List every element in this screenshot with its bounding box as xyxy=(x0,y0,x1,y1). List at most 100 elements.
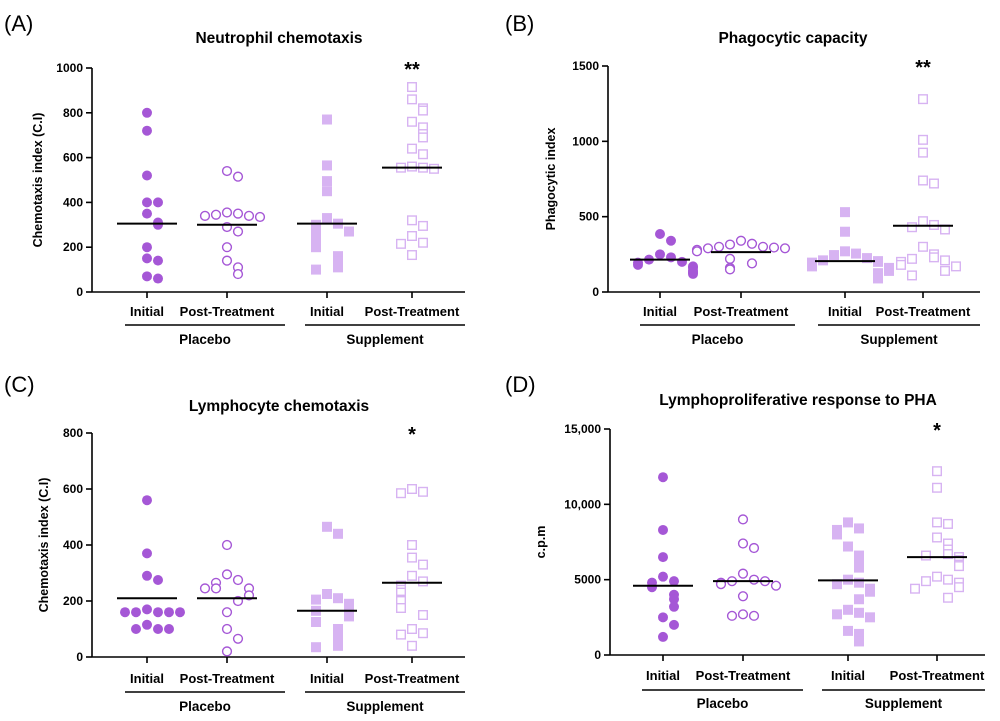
data-point xyxy=(333,640,343,651)
data-point xyxy=(748,542,760,554)
data-point xyxy=(407,540,418,551)
data-point xyxy=(702,243,714,254)
data-point xyxy=(726,610,738,621)
data-point xyxy=(954,561,965,572)
data-point xyxy=(164,624,174,634)
chart-panel-a: (A) Neutrophil chemotaxis Chemotaxis index… xyxy=(4,11,465,347)
panel-label: (A) xyxy=(4,11,33,36)
significance-marker: ** xyxy=(404,59,420,81)
data-point xyxy=(418,105,429,116)
data-point xyxy=(724,253,736,264)
data-point xyxy=(243,210,255,221)
data-point xyxy=(221,207,233,218)
data-point xyxy=(396,629,407,640)
data-point xyxy=(669,594,679,605)
x-category-label: Initial xyxy=(646,668,680,683)
y-tick-label: 0 xyxy=(76,650,83,664)
chart-panel-d: (D) Lymphoproliferative response to PHA c.… xyxy=(505,372,985,711)
data-point xyxy=(418,628,429,639)
x-category-label: Post-Treatment xyxy=(694,304,789,319)
data-point xyxy=(418,237,429,248)
data-point xyxy=(221,255,233,266)
data-point xyxy=(918,94,929,105)
data-point xyxy=(418,576,429,587)
data-point xyxy=(724,264,736,275)
x-category-label: Initial xyxy=(310,671,344,686)
data-point xyxy=(735,235,747,246)
data-point xyxy=(669,576,679,587)
data-point xyxy=(669,601,679,612)
data-point xyxy=(142,619,152,630)
data-point xyxy=(932,517,943,528)
data-point xyxy=(669,619,679,630)
y-tick-label: 0 xyxy=(592,285,599,299)
x-category-label: Initial xyxy=(130,671,164,686)
data-point xyxy=(865,586,875,597)
data-point xyxy=(418,559,429,570)
data-point xyxy=(910,583,921,594)
data-point xyxy=(232,633,244,644)
data-point xyxy=(142,197,152,208)
y-tick-label: 600 xyxy=(63,482,83,496)
y-tick-label: 800 xyxy=(63,106,83,120)
data-point xyxy=(407,143,418,154)
data-point xyxy=(131,624,141,634)
data-point xyxy=(737,591,749,602)
data-point xyxy=(142,242,152,253)
data-point xyxy=(232,574,244,586)
data-point xyxy=(407,484,418,495)
x-category-label: Initial xyxy=(643,304,677,319)
x-category-label: Post-Treatment xyxy=(365,671,460,686)
data-point xyxy=(396,603,407,614)
data-point xyxy=(407,640,418,651)
data-point xyxy=(322,176,332,187)
data-point xyxy=(153,197,163,208)
data-point xyxy=(854,577,864,588)
data-point xyxy=(407,250,418,261)
y-tick-label: 1000 xyxy=(572,134,599,148)
data-point xyxy=(311,242,321,253)
data-point xyxy=(932,532,943,543)
y-tick-label: 200 xyxy=(63,594,83,608)
panel-label: (C) xyxy=(4,372,35,397)
data-point xyxy=(344,611,354,622)
data-point xyxy=(865,612,875,623)
y-tick-label: 400 xyxy=(63,195,83,209)
group-label: Supplement xyxy=(346,699,424,714)
data-point xyxy=(854,562,864,573)
data-point xyxy=(932,571,943,582)
data-point xyxy=(396,488,407,499)
data-point xyxy=(918,175,929,186)
data-point xyxy=(737,514,749,525)
data-point xyxy=(142,271,152,282)
data-point xyxy=(142,604,152,615)
data-point xyxy=(142,107,152,118)
significance-marker: ** xyxy=(915,57,931,79)
data-point xyxy=(840,246,850,257)
data-point xyxy=(429,163,440,174)
data-point xyxy=(142,208,152,219)
data-point xyxy=(737,609,749,620)
data-point xyxy=(344,226,354,237)
y-tick-label: 1500 xyxy=(572,59,599,73)
data-point xyxy=(407,116,418,127)
data-point xyxy=(322,213,332,224)
data-point xyxy=(142,570,152,581)
y-tick-label: 5000 xyxy=(574,573,601,587)
group-label: Supplement xyxy=(346,332,424,347)
data-point xyxy=(907,253,918,264)
x-category-label: Initial xyxy=(130,304,164,319)
chart-title: Lymphoproliferative response to PHA xyxy=(659,392,937,409)
data-point xyxy=(407,624,418,635)
x-category-label: Initial xyxy=(310,304,344,319)
data-point xyxy=(333,624,343,634)
data-point xyxy=(221,623,233,635)
data-point xyxy=(658,571,668,582)
data-point xyxy=(221,242,233,253)
data-point xyxy=(746,238,758,249)
group-label: Supplement xyxy=(865,696,943,711)
y-axis-label: Chemotaxis index (C.I) xyxy=(37,478,51,613)
data-point xyxy=(832,579,842,590)
data-point xyxy=(768,242,780,253)
data-point xyxy=(907,270,918,281)
